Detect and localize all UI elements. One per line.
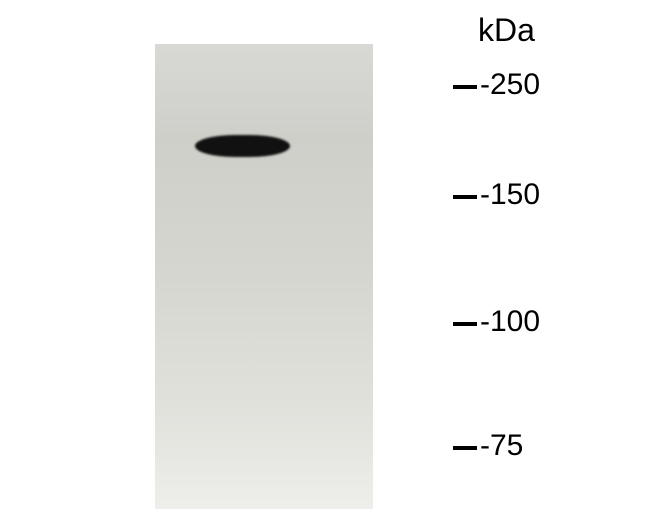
marker-tick [453, 446, 477, 450]
marker-label: -250 [480, 68, 540, 102]
marker-tick [453, 85, 477, 89]
marker-tick [453, 195, 477, 199]
marker-label: -75 [480, 429, 523, 463]
unit-label: kDa [478, 12, 535, 49]
blot-lane [155, 44, 373, 509]
band [195, 135, 290, 157]
marker-tick [453, 322, 477, 326]
marker-label: -150 [480, 178, 540, 212]
marker-label: -100 [480, 305, 540, 339]
